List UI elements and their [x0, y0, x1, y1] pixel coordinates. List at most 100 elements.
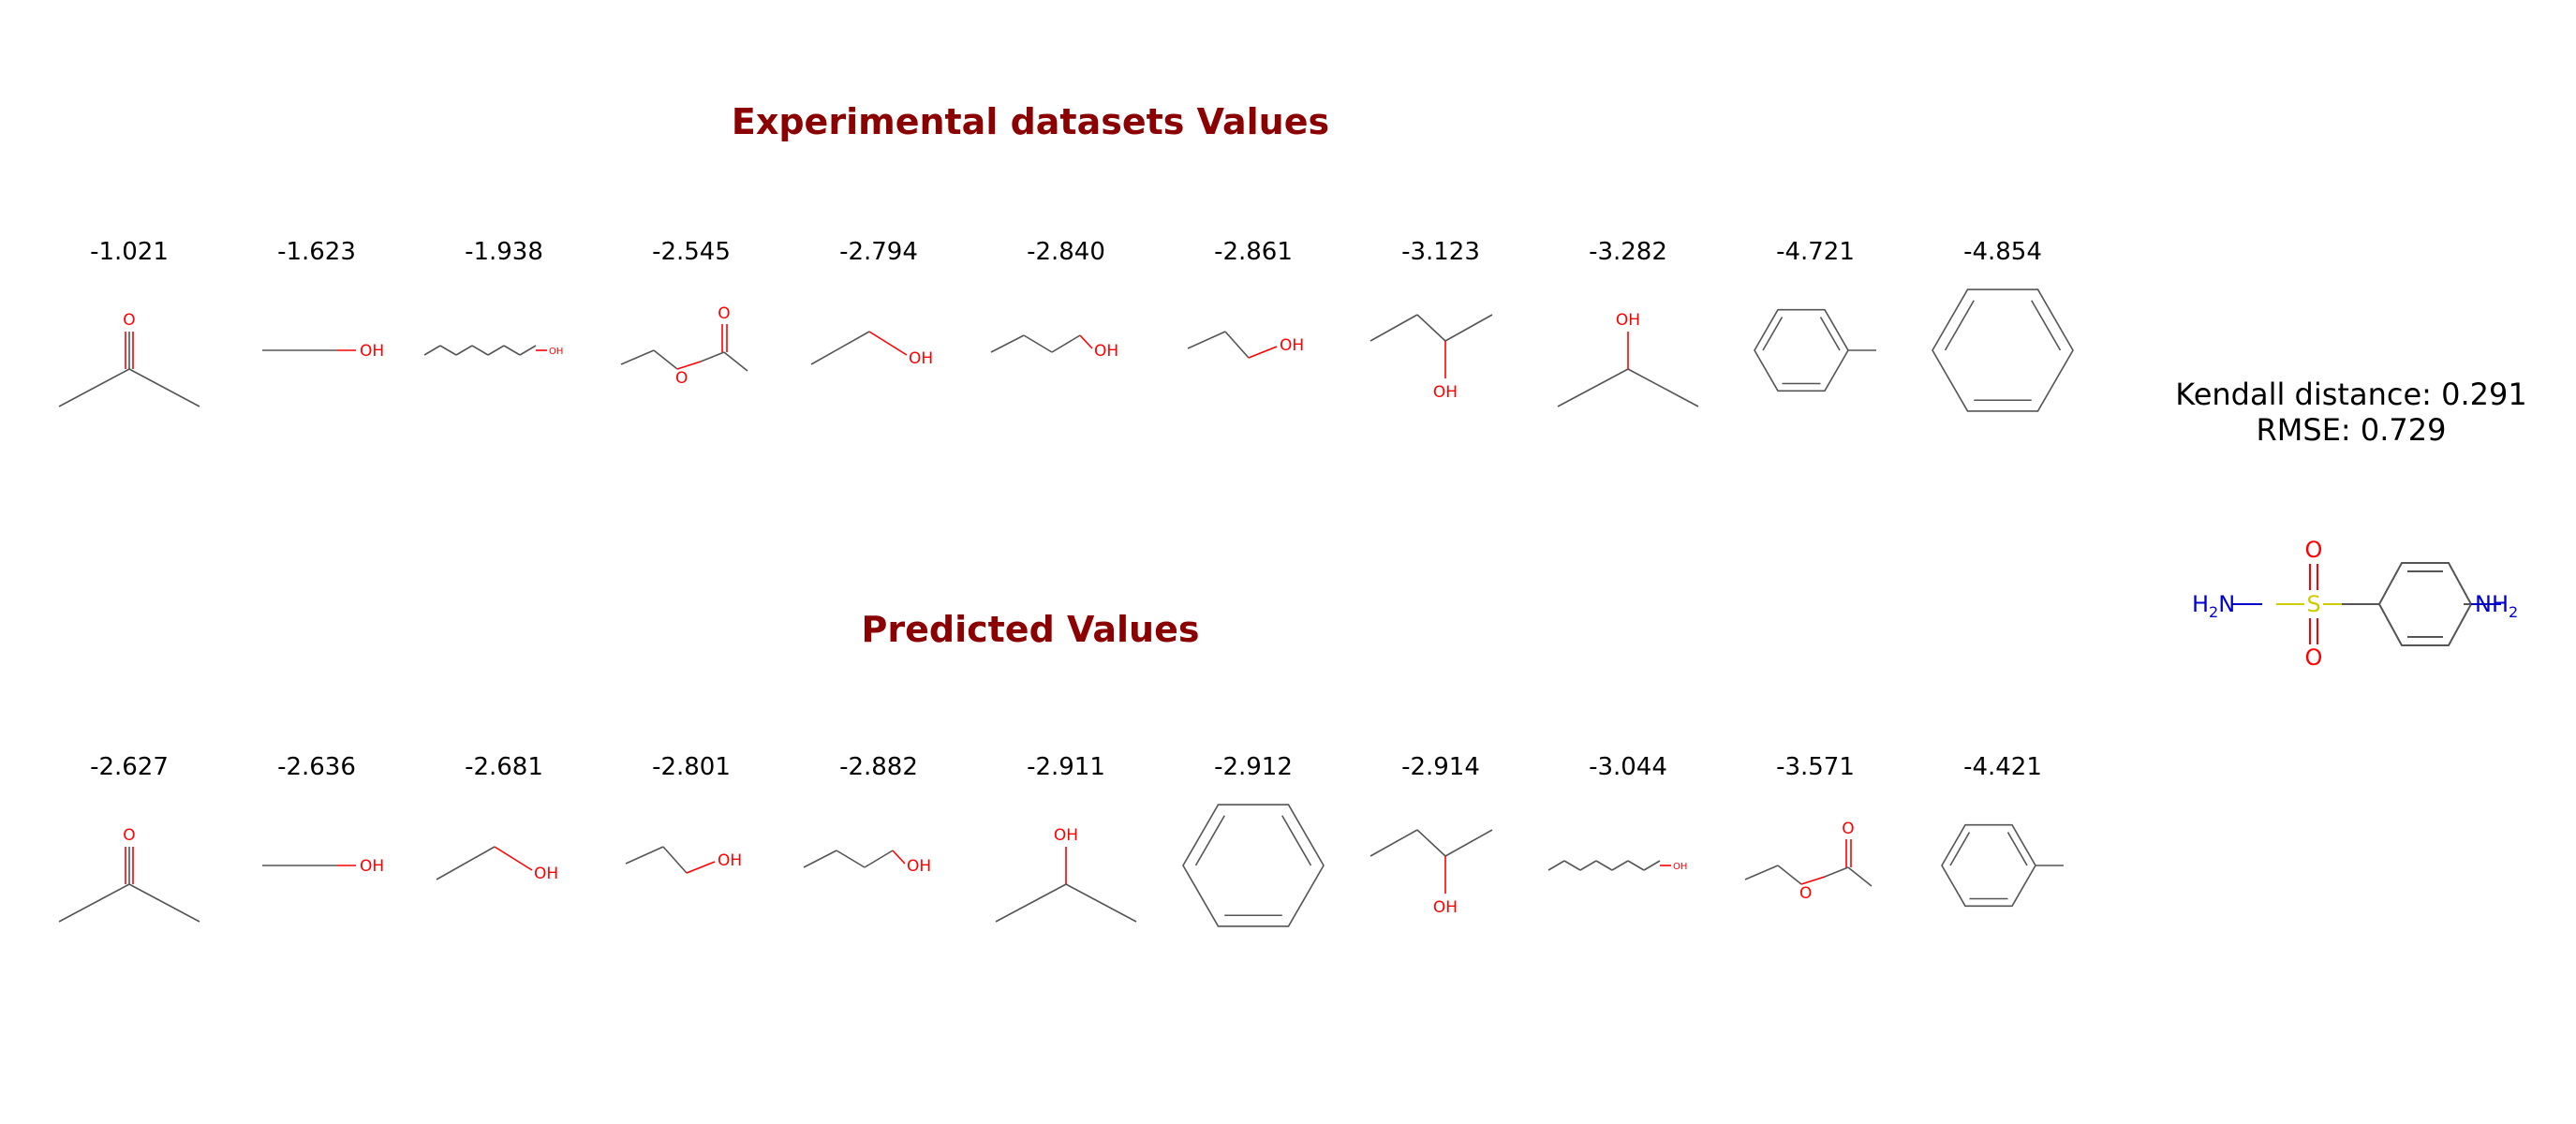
experimental-value-label: -2.545	[652, 238, 731, 266]
experimental-molecule-propanol: -2.861 OH	[1160, 238, 1347, 444]
sulfanilamide-structure: S O O H2N NH2	[2192, 537, 2518, 671]
predicted-molecule-benzene: -2.912	[1160, 753, 1347, 959]
svg-text:OH: OH	[360, 342, 384, 361]
experimental-row: -1.021 O -1.623 OH -1.938 OH -2.545 O O -2.794 OH -…	[36, 238, 2096, 444]
predicted-value-label: -2.681	[465, 753, 543, 781]
methanol-structure: OH	[262, 342, 384, 361]
ethyl-acetate-structure: OO	[620, 304, 748, 388]
butanol-structure: OH	[803, 850, 931, 876]
svg-text:O: O	[1799, 884, 1812, 903]
svg-text:O: O	[123, 311, 135, 330]
svg-text:OH: OH	[1280, 336, 1304, 355]
predicted-value-label: -4.421	[1963, 753, 2042, 781]
experimental-value-label: -4.721	[1776, 238, 1855, 266]
predicted-molecule-butanol: -2.882 OH	[785, 753, 972, 959]
predicted-molecule-octanol: -3.044 OH	[1534, 753, 1722, 959]
predicted-value-label: -2.627	[90, 753, 169, 781]
svg-text:OH: OH	[360, 857, 384, 876]
predicted-value-label: -3.044	[1589, 753, 1667, 781]
experimental-molecule-isopropanol: -3.282 OH	[1534, 238, 1722, 444]
reference-molecule: S O O H2N NH2	[2173, 525, 2529, 697]
svg-text:O: O	[123, 826, 135, 845]
predicted-molecule-2-butanol: -2.914 OH	[1347, 753, 1534, 959]
predicted-molecule-methanol: -2.636 OH	[223, 753, 410, 959]
predicted-molecule-toluene: -4.421	[1909, 753, 2096, 959]
experimental-value-label: -3.123	[1401, 238, 1480, 266]
experimental-molecule-butanol: -2.840 OH	[972, 238, 1160, 444]
svg-text:O: O	[718, 304, 730, 323]
experimental-molecule-ethanol: -2.794 OH	[785, 238, 972, 444]
oxygen-label: O	[2305, 644, 2323, 671]
predicted-molecule-ethanol: -2.681 OH	[410, 753, 598, 959]
amine-right-label: NH2	[2475, 591, 2518, 621]
ethyl-acetate-structure: OO	[1744, 820, 1873, 903]
svg-text:OH: OH	[909, 349, 933, 368]
toluene-structure	[1941, 823, 2064, 908]
rmse: RMSE: 0.729	[2256, 412, 2447, 448]
experimental-title: Experimental datasets Values	[731, 101, 1330, 142]
predicted-value-label: -2.911	[1027, 753, 1105, 781]
predicted-value-label: -2.801	[652, 753, 731, 781]
experimental-value-label: -1.021	[90, 238, 169, 266]
predicted-molecule-propanol: -2.801 OH	[598, 753, 785, 959]
amine-left-label: H2N	[2192, 591, 2235, 621]
kendall-distance: Kendall distance: 0.291	[2175, 377, 2527, 412]
svg-text:O: O	[675, 369, 688, 388]
svg-text:OH: OH	[1673, 862, 1687, 872]
benzene-structure	[1182, 804, 1325, 927]
experimental-molecule-octanol: -1.938 OH	[410, 238, 598, 444]
svg-text:OH: OH	[1054, 826, 1078, 845]
svg-text:OH: OH	[1433, 383, 1458, 402]
ethanol-structure: OH	[810, 331, 933, 368]
svg-text:OH: OH	[718, 851, 742, 870]
isopropanol-structure: OH	[1557, 311, 1699, 407]
octanol-structure: OH	[1547, 860, 1687, 872]
predicted-value-label: -2.882	[839, 753, 918, 781]
2-butanol-structure: OH	[1369, 829, 1493, 917]
svg-text:OH: OH	[1094, 342, 1118, 361]
experimental-molecule-benzene: -4.854	[1909, 238, 2096, 444]
experimental-value-label: -2.861	[1214, 238, 1293, 266]
predicted-value-label: -2.636	[277, 753, 356, 781]
predicted-molecule-ethyl-acetate: -3.571 O O	[1722, 753, 1909, 959]
experimental-molecule-methanol: -1.623 OH	[223, 238, 410, 444]
propanol-structure: OH	[1187, 331, 1304, 359]
predicted-value-label: -3.571	[1776, 753, 1855, 781]
ethanol-structure: OH	[436, 846, 558, 883]
experimental-value-label: -1.623	[277, 238, 356, 266]
predicted-value-label: -2.914	[1401, 753, 1480, 781]
experimental-value-label: -1.938	[465, 238, 543, 266]
experimental-value-label: -3.282	[1589, 238, 1667, 266]
oxygen-label: O	[2305, 537, 2323, 563]
sulfur-label: S	[2306, 591, 2320, 617]
svg-text:OH: OH	[1616, 311, 1640, 330]
metrics-panel: Kendall distance: 0.291 RMSE: 0.729	[2154, 377, 2548, 448]
isopropanol-structure: OH	[995, 826, 1137, 923]
predicted-molecule-acetone: -2.627 O	[36, 753, 223, 959]
acetone-structure: O	[58, 826, 200, 923]
svg-text:OH: OH	[534, 865, 558, 883]
svg-text:OH: OH	[549, 347, 563, 357]
svg-text:OH: OH	[907, 857, 931, 876]
svg-text:OH: OH	[1433, 898, 1458, 917]
octanol-structure: OH	[423, 345, 563, 357]
toluene-structure	[1754, 308, 1876, 392]
experimental-value-label: -2.794	[839, 238, 918, 266]
butanol-structure: OH	[990, 334, 1118, 361]
propanol-structure: OH	[625, 846, 742, 874]
experimental-molecule-ethyl-acetate: -2.545 O O	[598, 238, 785, 444]
acetone-structure: O	[58, 311, 200, 407]
experimental-value-label: -4.854	[1963, 238, 2042, 266]
experimental-molecule-toluene: -4.721	[1722, 238, 1909, 444]
methanol-structure: OH	[262, 857, 384, 876]
predicted-title: Predicted Values	[861, 609, 1200, 650]
experimental-molecule-2-butanol: -3.123 OH	[1347, 238, 1534, 444]
experimental-molecule-acetone: -1.021 O	[36, 238, 223, 444]
predicted-value-label: -2.912	[1214, 753, 1293, 781]
svg-text:O: O	[1842, 820, 1854, 838]
predicted-molecule-isopropanol: -2.911 OH	[972, 753, 1160, 959]
predicted-row: -2.627 O -2.636 OH -2.681 OH -2.801 OH -2.882 OH -…	[36, 753, 2096, 959]
2-butanol-structure: OH	[1369, 314, 1493, 402]
experimental-value-label: -2.840	[1027, 238, 1105, 266]
benzene-structure	[1932, 288, 2074, 412]
